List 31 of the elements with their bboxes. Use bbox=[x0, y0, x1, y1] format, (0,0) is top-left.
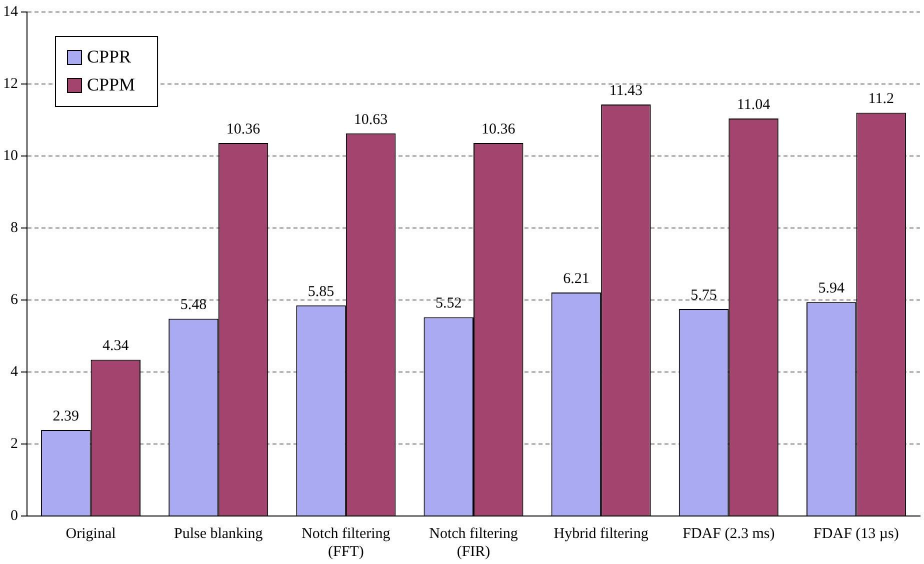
x-tick-label: FDAF (2.3 ms) bbox=[682, 526, 775, 542]
y-tick-label: 0 bbox=[10, 508, 18, 524]
data-label: 5.75 bbox=[690, 287, 717, 304]
y-tick-label: 12 bbox=[3, 76, 18, 92]
y-tick-label: 2 bbox=[10, 436, 18, 452]
data-label: 10.63 bbox=[354, 112, 388, 128]
data-label: 10.36 bbox=[482, 121, 516, 138]
y-tick-label: 14 bbox=[3, 4, 18, 20]
y-tick-label: 4 bbox=[10, 364, 18, 380]
data-label: 11.2 bbox=[868, 91, 894, 108]
y-tick-label: 10 bbox=[3, 148, 18, 164]
data-label: 10.36 bbox=[226, 121, 261, 138]
data-label: 5.85 bbox=[308, 284, 334, 300]
x-tick-label: Notch filtering (FFT) bbox=[302, 526, 391, 560]
x-tick-label: Hybrid filtering bbox=[554, 526, 649, 542]
data-label: 2.39 bbox=[52, 408, 80, 424]
legend-label: CPPM bbox=[87, 74, 136, 95]
y-tick-label: 6 bbox=[10, 292, 18, 308]
data-label: 4.34 bbox=[102, 338, 130, 354]
x-tick-label: FDAF (13 µs) bbox=[814, 526, 899, 542]
x-tick-label: Original bbox=[66, 526, 116, 542]
x-tick-label: Notch filtering (FIR) bbox=[429, 526, 518, 560]
data-label: 5.52 bbox=[436, 296, 462, 312]
data-label: 11.04 bbox=[736, 96, 771, 113]
data-label: 5.94 bbox=[818, 280, 845, 297]
data-label: 11.43 bbox=[609, 82, 643, 99]
legend-label: CPPR bbox=[87, 46, 132, 67]
x-tick-label: Pulse blanking bbox=[174, 526, 264, 542]
y-tick-label: 8 bbox=[10, 220, 18, 236]
data-label: 5.48 bbox=[180, 297, 207, 314]
data-label: 6.21 bbox=[563, 270, 590, 287]
